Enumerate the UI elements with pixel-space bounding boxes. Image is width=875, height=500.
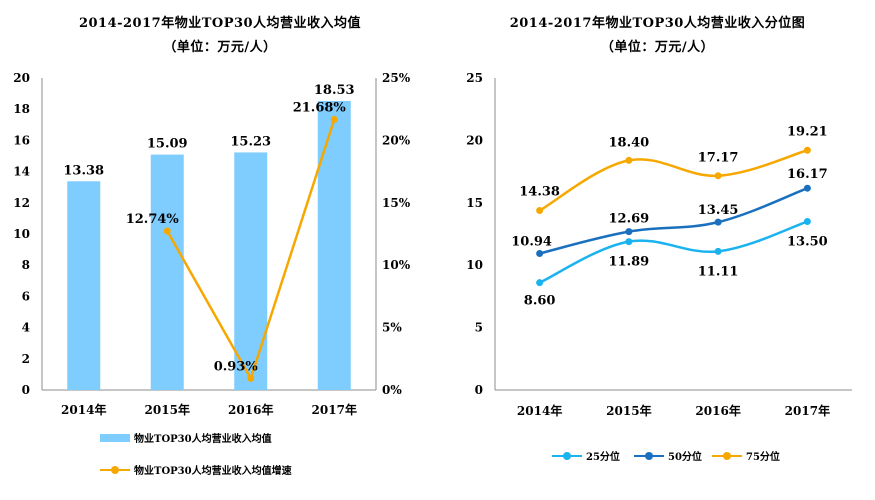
x-tick-label: 2015年 — [606, 403, 651, 418]
series-point — [803, 218, 811, 226]
y-right-tick-label: 10% — [382, 258, 411, 272]
y-tick-label: 0 — [475, 383, 483, 397]
y-right-tick-label: 20% — [382, 133, 411, 147]
legend-bar-label: 物业TOP30人均营业收入均值 — [134, 434, 272, 445]
series-line-3 — [539, 149, 808, 212]
legend-bar-swatch — [100, 433, 130, 442]
left-chart-title: 2014-2017年物业TOP30人均营业收入均值 — [78, 16, 362, 31]
growth-point — [330, 115, 338, 123]
x-tick-label: 2016年 — [228, 402, 273, 417]
bar-data-label: 15.09 — [147, 137, 188, 152]
legend-line-swatch — [100, 465, 130, 475]
growth-point — [247, 374, 255, 382]
y-left-tick-label: 6 — [22, 289, 30, 303]
x-tick-label: 2015年 — [145, 402, 190, 417]
bar — [234, 152, 268, 390]
series-data-label: 16.17 — [787, 167, 828, 182]
y-tick-label: 15 — [466, 196, 483, 210]
series-point — [714, 218, 722, 226]
growth-data-label: 0.93% — [214, 359, 259, 374]
left-chart-unit: （单位：万元/人） — [163, 40, 277, 55]
legend-label: 25分位 — [586, 452, 620, 463]
series-point — [625, 156, 633, 164]
y-tick-label: 20 — [466, 133, 483, 147]
legend-item: 50分位 — [634, 448, 702, 463]
x-tick-label: 2016年 — [695, 403, 740, 418]
series-line-1 — [539, 220, 808, 284]
series-data-label: 12.69 — [609, 212, 650, 227]
series-point — [625, 228, 633, 236]
left-chart-plot: 0 2 4 6 8 10 12 14 16 18 20 0% 5% 10% 15% 20% 25% 2014年 20… — [13, 71, 411, 417]
bar — [150, 154, 184, 390]
y-right-tick-label: 15% — [382, 196, 411, 210]
series-data-label: 19.21 — [787, 124, 828, 139]
y-tick-label: 5 — [475, 321, 483, 335]
y-tick-label: 10 — [466, 258, 483, 272]
series-data-label: 13.45 — [698, 203, 739, 218]
y-left-tick-label: 16 — [13, 133, 30, 147]
legend-item: 25分位 — [552, 448, 620, 463]
x-tick-label: 2014年 — [517, 403, 562, 418]
right-chart-unit: （单位：万元/人） — [600, 40, 715, 55]
legend-item: 75分位 — [712, 448, 780, 463]
growth-point — [163, 227, 171, 235]
series-point — [803, 146, 811, 154]
y-tick-label: 25 — [466, 71, 483, 85]
series-data-label: 18.40 — [609, 135, 650, 150]
legend-line-label: 物业TOP30人均营业收入均值增速 — [134, 466, 292, 477]
y-left-tick-label: 10 — [13, 227, 30, 241]
y-right-tick-label: 0% — [382, 383, 402, 397]
y-left-tick-label: 20 — [13, 71, 30, 85]
series-data-label: 8.60 — [524, 294, 556, 309]
series-point — [803, 184, 811, 192]
bar — [67, 181, 101, 390]
left-legend-line: 物业TOP30人均营业收入均值增速 — [100, 462, 292, 477]
y-left-tick-label: 2 — [22, 352, 30, 366]
legend-swatch — [634, 451, 664, 461]
y-left-tick-label: 12 — [13, 196, 30, 210]
left-legend-bar: 物业TOP30人均营业收入均值 — [100, 430, 272, 445]
y-left-tick-label: 18 — [13, 102, 30, 116]
growth-data-label: 21.68% — [293, 100, 347, 115]
legend-label: 75分位 — [746, 452, 780, 463]
y-left-tick-label: 0 — [22, 383, 30, 397]
series-point — [714, 247, 722, 255]
x-tick-label: 2014年 — [61, 402, 106, 417]
legend-label: 50分位 — [668, 452, 702, 463]
series-data-label: 17.17 — [698, 151, 739, 166]
y-left-tick-label: 4 — [22, 321, 30, 335]
series-point — [536, 249, 544, 257]
series-data-label: 14.38 — [519, 185, 560, 200]
series-data-label: 11.89 — [609, 255, 650, 270]
series-point — [625, 238, 633, 246]
bar-data-label: 18.53 — [314, 83, 355, 98]
bar-data-label: 15.23 — [230, 134, 271, 149]
right-chart-plot: 0 5 10 15 20 25 2014年 2015年 2016年 2017年 8.60 11.89 1… — [466, 71, 852, 418]
series-data-label: 10.94 — [511, 234, 552, 249]
series-point — [536, 207, 544, 215]
series-point — [536, 279, 544, 287]
legend-swatch — [712, 451, 742, 461]
bar — [317, 100, 351, 390]
x-tick-label: 2017年 — [312, 402, 357, 417]
y-right-tick-label: 25% — [382, 71, 411, 85]
y-right-tick-label: 5% — [382, 321, 402, 335]
right-chart-title: 2014-2017年物业TOP30人均营业收入分位图 — [509, 16, 806, 31]
series-data-label: 13.50 — [787, 235, 828, 250]
series-data-label: 11.11 — [698, 264, 739, 279]
right-chart-panel: 2014-2017年物业TOP30人均营业收入分位图 （单位：万元/人） 0 5 1… — [440, 0, 875, 500]
bar-data-label: 13.38 — [63, 163, 104, 178]
series-point — [714, 172, 722, 180]
legend-swatch — [552, 451, 582, 461]
growth-data-label: 12.74% — [126, 212, 180, 227]
y-left-tick-label: 8 — [22, 258, 30, 272]
series-line-2 — [539, 187, 808, 255]
x-tick-label: 2017年 — [785, 403, 830, 418]
left-chart-panel: 2014-2017年物业TOP30人均营业收入均值 （单位：万元/人） 0 2 4 6… — [13, 16, 411, 477]
y-left-tick-label: 14 — [13, 165, 30, 179]
